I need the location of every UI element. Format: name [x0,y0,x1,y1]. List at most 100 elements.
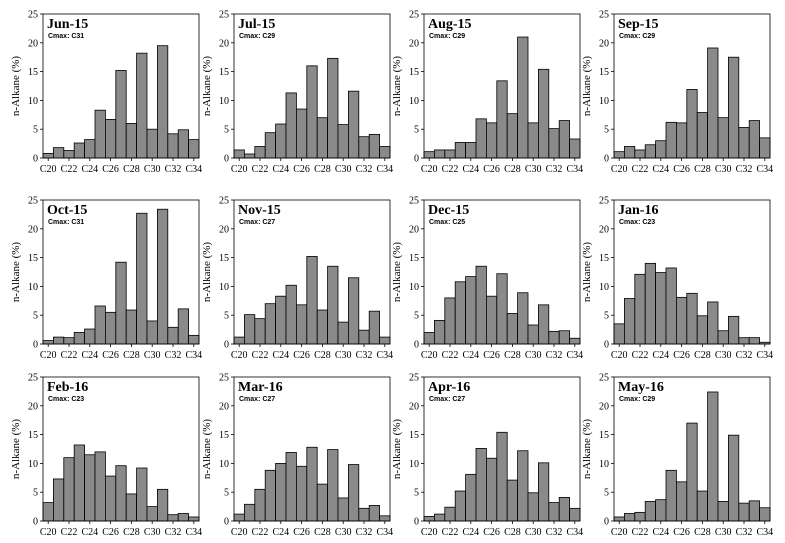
y-tick-label: 15 [219,253,229,264]
bar-c31 [538,68,550,159]
bar-c31 [347,277,360,345]
y-tick-label: 15 [599,430,609,441]
y-axis-label: n-Alkane (%) [391,419,403,480]
plot-frame [423,13,581,159]
bar-c31 [347,90,360,159]
x-tick-label: C24 [272,527,289,538]
x-tick-label: C30 [335,350,352,361]
bar-c28 [316,483,329,522]
bar-c21 [624,146,636,159]
bar-c21 [53,336,65,345]
x-tick-label: C22 [632,164,649,175]
x-tick-label: C28 [314,527,331,538]
x-tick-label: C22 [632,527,649,538]
x-tick-label: C34 [566,350,583,361]
x-tick-label: C22 [632,350,649,361]
x-tick-label: C22 [252,527,269,538]
bar-c23 [264,132,277,159]
bar-c30 [717,501,729,522]
y-axis-label: n-Alkane (%) [10,419,22,480]
bar-c31 [156,45,169,159]
y-tick-label: 10 [599,96,609,107]
bar-c32 [548,330,560,345]
cmax-label: Cmax: C25 [429,219,465,226]
bar-c26 [295,108,308,159]
bar-c20 [613,323,625,345]
y-tick-label: 0 [224,517,229,528]
plot-frame [613,199,771,345]
y-tick-label: 25 [409,10,419,21]
bar-c29 [517,450,529,522]
bar-c33 [368,310,381,345]
bar-c31 [728,434,740,522]
bar-c23 [644,501,657,522]
x-tick-label: C32 [356,350,373,361]
panel-title: Sep-15 [618,17,658,32]
plot-frame [42,13,200,159]
y-tick-label: 20 [599,224,609,235]
bar-c32 [358,329,370,345]
cmax-label: Cmax: C23 [619,219,655,226]
y-tick-label: 15 [219,430,229,441]
plot-frame [233,199,391,345]
y-tick-label: 10 [409,96,419,107]
bar-c33 [748,120,761,159]
bar-c27 [115,261,127,345]
x-tick-label: C32 [165,164,182,175]
bar-c33 [368,133,381,159]
panel-jan-16: 0 5 10 15 20 25 C20 C22 C24 C26 C28 C30 C32 C34 n-Alka… [581,196,773,362]
y-tick-label: 5 [414,488,419,499]
bar-c21 [433,513,446,522]
bar-c30 [717,117,729,159]
bar-c31 [156,208,169,345]
y-tick-label: 10 [28,459,38,470]
y-tick-label: 5 [224,311,229,322]
x-tick-label: C28 [504,527,521,538]
bar-c22 [63,337,75,345]
panel-title: May-16 [618,380,664,395]
bar-c29 [136,212,148,345]
bar-c29 [327,265,339,345]
bar-c27 [496,80,508,159]
y-tick-label: 0 [604,154,609,165]
bar-c21 [243,153,256,159]
bar-c34 [379,146,391,159]
bar-c26 [295,304,308,345]
x-tick-label: C34 [185,350,202,361]
bar-c31 [728,315,740,345]
bar-c24 [655,140,667,159]
x-tick-label: C26 [483,350,500,361]
bar-c30 [337,497,349,522]
bar-c25 [475,118,487,159]
x-tick-label: C30 [715,350,732,361]
x-tick-label: C32 [165,350,182,361]
bar-c30 [527,492,539,522]
bar-c26 [676,122,688,159]
x-tick-label: C26 [673,527,690,538]
bar-c23 [73,444,85,522]
bar-c21 [53,147,65,159]
bar-c26 [676,296,688,345]
bar-c29 [136,467,148,522]
x-tick-label: C20 [421,350,438,361]
bar-c29 [707,47,719,159]
y-tick-label: 5 [414,311,419,322]
y-axis-label: n-Alkane (%) [581,419,593,480]
x-tick-label: C20 [231,527,248,538]
x-tick-label: C28 [123,164,140,175]
bar-c22 [444,149,456,159]
x-tick-label: C20 [421,164,438,175]
bar-c21 [433,319,446,345]
y-tick-label: 25 [28,10,38,21]
y-tick-label: 20 [28,224,38,235]
x-tick-label: C32 [736,527,753,538]
panel-title: Nov-15 [238,203,281,218]
bar-c21 [433,149,446,159]
panel-title: Jun-15 [47,17,88,32]
bar-c21 [624,513,636,522]
y-axis-label: n-Alkane (%) [201,56,213,117]
bar-c32 [548,128,560,159]
x-tick-label: C20 [421,527,438,538]
x-tick-label: C26 [483,164,500,175]
x-tick-label: C34 [566,164,583,175]
